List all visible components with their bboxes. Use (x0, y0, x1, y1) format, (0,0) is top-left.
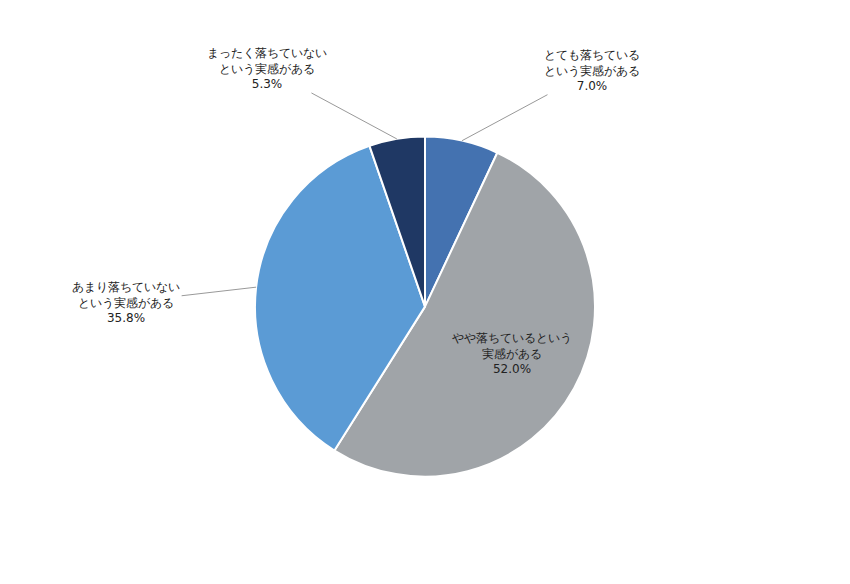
svg-text:あまり落ちていないという実感がある35.8%: あまり落ちていないという実感がある35.8% (72, 280, 180, 325)
svg-text:まったく落ちていないという実感がある5.3%: まったく落ちていないという実感がある5.3% (207, 46, 327, 91)
svg-text:やや落ちているという実感がある52.0%: やや落ちているという実感がある52.0% (452, 331, 572, 376)
svg-text:とても落ちているという実感がある7.0%: とても落ちているという実感がある7.0% (544, 48, 640, 93)
